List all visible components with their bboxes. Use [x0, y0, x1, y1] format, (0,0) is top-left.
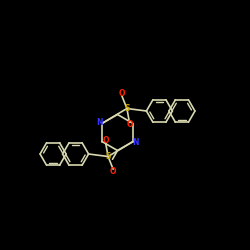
- Text: O: O: [119, 90, 125, 98]
- Text: S: S: [124, 104, 130, 113]
- Text: O: O: [102, 136, 109, 145]
- Text: O: O: [126, 120, 133, 129]
- Text: N: N: [97, 118, 103, 127]
- Text: N: N: [132, 138, 138, 147]
- Text: S: S: [106, 152, 111, 161]
- Text: O: O: [110, 166, 116, 175]
